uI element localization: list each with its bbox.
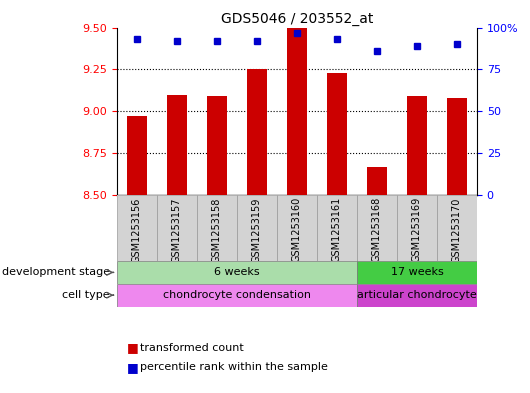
Text: GSM1253160: GSM1253160 xyxy=(292,197,302,263)
Text: cell type: cell type xyxy=(62,290,110,300)
Text: GSM1253169: GSM1253169 xyxy=(412,197,422,263)
Bar xyxy=(197,195,237,261)
Bar xyxy=(117,195,157,261)
Bar xyxy=(407,96,427,195)
Text: GSM1253158: GSM1253158 xyxy=(211,197,222,263)
Bar xyxy=(247,70,267,195)
Text: GSM1253159: GSM1253159 xyxy=(252,197,262,263)
Bar xyxy=(117,261,357,284)
Text: GSM1253156: GSM1253156 xyxy=(131,197,142,263)
Bar xyxy=(397,195,437,261)
Text: GSM1253161: GSM1253161 xyxy=(332,197,342,263)
Text: ■: ■ xyxy=(127,341,139,354)
Bar xyxy=(277,195,317,261)
Text: GSM1253170: GSM1253170 xyxy=(452,197,462,263)
Text: 17 weeks: 17 weeks xyxy=(391,267,443,277)
Bar xyxy=(166,95,187,195)
Title: GDS5046 / 203552_at: GDS5046 / 203552_at xyxy=(220,13,373,26)
Text: ■: ■ xyxy=(127,361,139,374)
Bar xyxy=(237,195,277,261)
Text: development stage: development stage xyxy=(2,267,110,277)
Text: transformed count: transformed count xyxy=(140,343,244,353)
Text: GSM1253157: GSM1253157 xyxy=(172,197,182,263)
Text: 6 weeks: 6 weeks xyxy=(214,267,260,277)
Bar xyxy=(357,261,477,284)
Text: percentile rank within the sample: percentile rank within the sample xyxy=(140,362,328,373)
Bar xyxy=(117,284,357,307)
Bar xyxy=(287,28,307,195)
Bar xyxy=(357,195,397,261)
Bar xyxy=(207,96,227,195)
Bar xyxy=(127,116,147,195)
Bar xyxy=(367,167,387,195)
Bar xyxy=(157,195,197,261)
Bar xyxy=(447,98,467,195)
Bar xyxy=(357,284,477,307)
Bar xyxy=(437,195,477,261)
Text: chondrocyte condensation: chondrocyte condensation xyxy=(163,290,311,300)
Text: GSM1253168: GSM1253168 xyxy=(372,197,382,263)
Bar xyxy=(327,73,347,195)
Bar xyxy=(317,195,357,261)
Text: articular chondrocyte: articular chondrocyte xyxy=(357,290,477,300)
